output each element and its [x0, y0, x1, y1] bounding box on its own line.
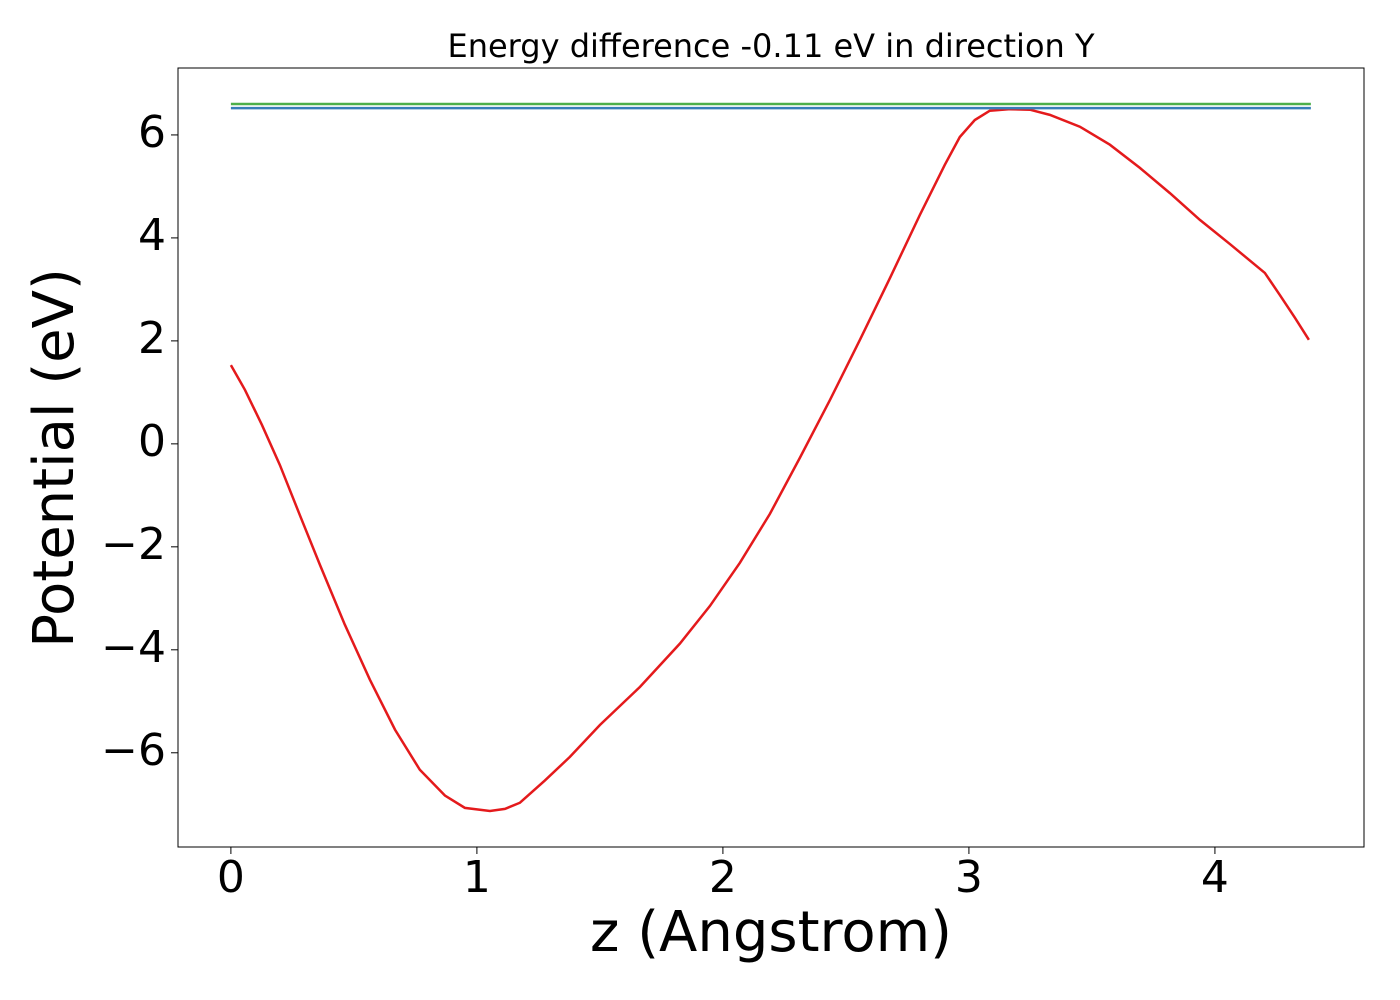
y-tick-label: −2: [101, 519, 166, 570]
y-tick-label: −6: [101, 725, 166, 776]
data-line: [229, 107, 1310, 813]
y-tick-label: 6: [138, 107, 166, 158]
y-tick-label: 0: [138, 416, 166, 467]
y-axis-label: Potential (eV): [22, 268, 87, 648]
x-tick-label: 0: [217, 852, 245, 903]
y-tick-label: 4: [138, 210, 166, 261]
y-tick-label: −4: [101, 622, 166, 673]
x-axis-label: z (Angstrom): [590, 900, 952, 965]
plot-frame: [177, 67, 1365, 848]
x-tick-label: 2: [709, 852, 737, 903]
x-tick-label: 4: [1201, 852, 1229, 903]
chart-title: Energy difference -0.11 eV in direction …: [447, 27, 1094, 65]
y-tick-label: 2: [138, 313, 166, 364]
x-tick-label: 1: [463, 852, 491, 903]
x-tick-label: 3: [955, 852, 983, 903]
